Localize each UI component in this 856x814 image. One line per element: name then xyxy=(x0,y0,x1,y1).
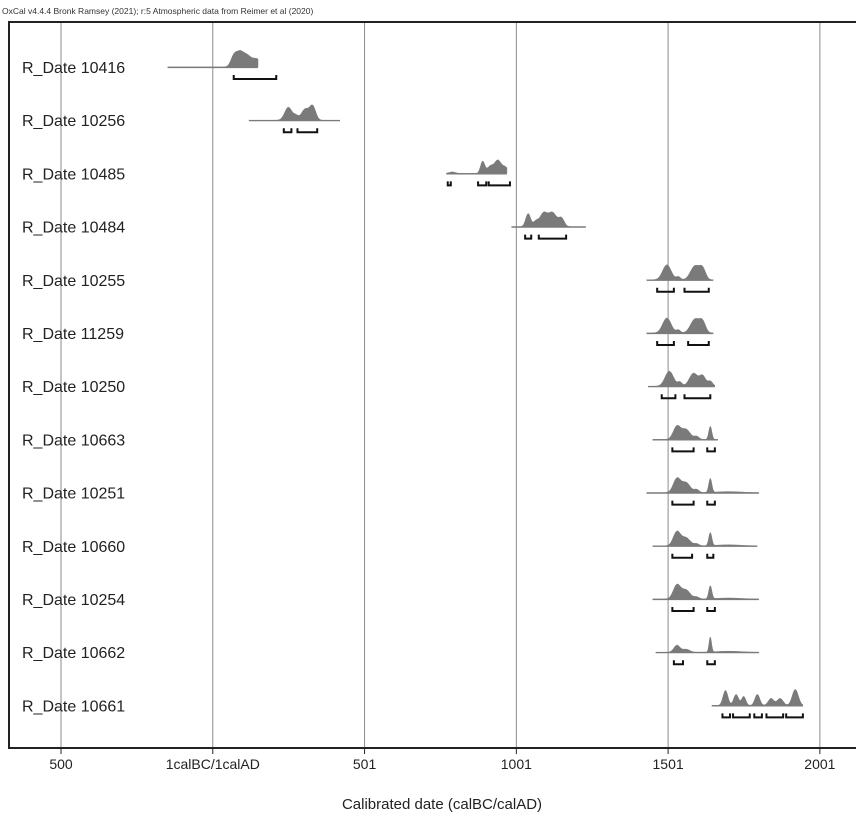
hpd-range-bracket xyxy=(785,713,804,719)
hpd-range-bracket xyxy=(656,341,675,346)
probability-distribution xyxy=(711,689,804,706)
hpd-range-bracket xyxy=(671,607,695,612)
calibration-row: R_Date 10484 xyxy=(22,211,586,240)
calibration-row: R_Date 10256 xyxy=(22,104,340,134)
hpd-range-bracket xyxy=(753,713,763,719)
probability-distribution xyxy=(652,530,758,547)
hpd-range-bracket xyxy=(660,394,677,400)
hpd-range-bracket xyxy=(537,234,568,240)
hpd-range-bracket xyxy=(706,553,715,559)
calibration-row: R_Date 10255 xyxy=(22,264,714,293)
calibration-row: R_Date 11259 xyxy=(22,317,714,346)
probability-distribution xyxy=(655,636,760,653)
hpd-range-bracket xyxy=(672,660,684,666)
row-label: R_Date 10250 xyxy=(22,379,125,396)
hpd-range-bracket xyxy=(732,713,751,719)
calibration-row: R_Date 10250 xyxy=(22,370,716,400)
hpd-range-bracket xyxy=(477,181,488,187)
row-label: R_Date 10661 xyxy=(22,698,125,715)
calibration-row: R_Date 10662 xyxy=(22,636,760,666)
calibration-row: R_Date 10416 xyxy=(22,50,278,80)
row-label: R_Date 10484 xyxy=(22,220,125,237)
row-label: R_Date 10251 xyxy=(22,486,125,503)
calibration-row: R_Date 10251 xyxy=(22,477,760,506)
row-label: R_Date 10660 xyxy=(22,539,125,556)
x-tick-label: 1001 xyxy=(501,756,532,772)
x-tick-label: 1501 xyxy=(653,756,684,772)
x-axis-tick-labels: 500 1calBC/1calAD 501 1001 1501 2001 xyxy=(49,748,836,772)
x-tick-label: 500 xyxy=(49,756,73,772)
probability-distribution xyxy=(646,264,714,281)
hpd-range-bracket xyxy=(487,181,511,187)
hpd-range-bracket xyxy=(671,553,694,559)
row-label: R_Date 10416 xyxy=(22,60,125,77)
calibration-row: R_Date 10485 xyxy=(22,159,511,187)
row-label: R_Date 10662 xyxy=(22,645,125,662)
calibration-rows: R_Date 10416 R_Date 10256 R_Date 10485 R_Da… xyxy=(22,50,804,719)
credit-line: OxCal v4.4.4 Bronk Ramsey (2021); r:5 At… xyxy=(2,6,313,16)
calibration-row: R_Date 10663 xyxy=(22,424,718,453)
x-tick-label: 2001 xyxy=(804,756,835,772)
hpd-range-bracket xyxy=(706,607,716,612)
hpd-range-bracket xyxy=(656,287,675,293)
row-label: R_Date 10254 xyxy=(22,592,125,609)
hpd-range-bracket xyxy=(232,75,278,80)
calibration-row: R_Date 10660 xyxy=(22,530,758,559)
hpd-range-bracket xyxy=(765,713,785,719)
probability-distribution xyxy=(646,317,714,334)
hpd-range-bracket xyxy=(671,447,695,453)
x-tick-label: 1calBC/1calAD xyxy=(166,756,260,772)
probability-distribution xyxy=(445,159,508,174)
hpd-range-bracket xyxy=(524,234,533,240)
hpd-range-bracket xyxy=(296,128,319,134)
hpd-range-bracket xyxy=(706,660,716,666)
hpd-range-bracket xyxy=(446,181,452,187)
row-label: R_Date 10256 xyxy=(22,113,125,130)
row-label: R_Date 11259 xyxy=(22,326,124,343)
hpd-range-bracket xyxy=(282,128,293,134)
hpd-range-bracket xyxy=(687,341,710,346)
hpd-range-bracket xyxy=(683,394,712,400)
row-label: R_Date 10255 xyxy=(22,273,125,290)
hpd-range-bracket xyxy=(671,500,695,506)
hpd-range-bracket xyxy=(706,447,716,453)
row-label: R_Date 10663 xyxy=(22,432,125,449)
probability-distribution xyxy=(652,583,760,600)
hpd-range-bracket xyxy=(721,713,732,719)
x-tick-label: 501 xyxy=(353,756,377,772)
probability-distribution xyxy=(648,370,716,387)
hpd-range-bracket xyxy=(683,287,710,293)
row-label: R_Date 10485 xyxy=(22,166,125,183)
hpd-range-bracket xyxy=(706,500,716,506)
calibration-row: R_Date 10254 xyxy=(22,583,760,612)
x-axis-title: Calibrated date (calBC/calAD) xyxy=(342,796,542,813)
plot-frame xyxy=(8,21,856,749)
calibration-row: R_Date 10661 xyxy=(22,689,804,719)
